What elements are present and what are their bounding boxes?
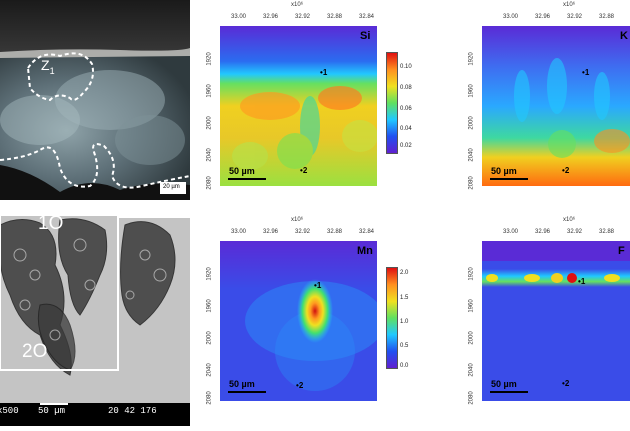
top-exponent: x10⁶	[291, 2, 304, 8]
scale-bar	[228, 391, 266, 393]
element-label: Si	[360, 30, 371, 42]
scale-label: 50 µm	[229, 379, 255, 389]
y-tick: 2040	[206, 148, 213, 162]
element-label: K	[620, 30, 628, 42]
scale-bar	[490, 178, 528, 180]
x-tick: 32.84	[359, 14, 375, 20]
colorbar-label: 0.06	[400, 106, 412, 112]
y-tick: 2040	[468, 148, 475, 162]
y-tick: 1920	[468, 267, 475, 281]
point-1: •1	[578, 277, 586, 286]
point-1: •1	[320, 68, 328, 77]
map-k: x10⁶ 33.00 32.96 32.92 32.88 K •1 •2 50 …	[458, 0, 630, 200]
point-2: •2	[562, 379, 570, 388]
y-tick: 2000	[206, 331, 213, 345]
sem-image-panel: 1O 2O x500 50 µm 20 42 176	[0, 213, 190, 426]
si-heatmap	[220, 26, 377, 186]
x-tick: 33.00	[503, 229, 519, 235]
y-tick: 1960	[468, 84, 475, 98]
x-tick: 33.00	[231, 229, 247, 235]
colorbar-label: 1.0	[400, 319, 409, 325]
scale-bar	[490, 391, 528, 393]
y-tick: 1920	[468, 52, 475, 66]
y-tick: 1960	[468, 299, 475, 313]
x-tick: 32.96	[263, 14, 279, 20]
sem-area1-label: 1O	[38, 213, 64, 234]
y-tick: 2080	[468, 176, 475, 190]
y-tick: 1920	[206, 267, 213, 281]
sem-image	[0, 214, 190, 426]
colorbar-label: 1.5	[400, 295, 409, 301]
map-f: x10⁶ 33.00 32.96 32.92 32.88 F •1 •2 50 …	[458, 215, 630, 426]
x-tick: 32.92	[567, 14, 583, 20]
y-tick: 2000	[468, 331, 475, 345]
scale-label: 50 µm	[491, 166, 517, 176]
scale-label: 50 µm	[491, 379, 517, 389]
element-label: F	[618, 245, 625, 257]
y-tick: 2080	[206, 176, 213, 190]
colorbar-label: 0.08	[400, 85, 412, 91]
scale-label: 50 µm	[229, 166, 255, 176]
colorbar-label: 0.0	[400, 363, 409, 369]
f-heatmap	[482, 241, 630, 401]
element-label: Mn	[357, 245, 373, 257]
x-tick: 32.96	[535, 229, 551, 235]
point-1: •1	[582, 68, 590, 77]
y-tick: 2000	[468, 116, 475, 130]
sem-info-code: 20 42 176	[108, 406, 157, 416]
sem-info-mag: x500	[0, 406, 19, 416]
y-tick: 2040	[468, 363, 475, 377]
colorbar-label: 2.0	[400, 270, 409, 276]
optical-scale-text: 20 µm	[163, 184, 180, 190]
y-tick: 2040	[206, 363, 213, 377]
optical-micrograph: Z1 20 µm	[0, 0, 191, 200]
x-tick: 32.96	[535, 14, 551, 20]
y-tick: 1920	[206, 52, 213, 66]
x-tick: 32.92	[567, 229, 583, 235]
y-tick: 2000	[206, 116, 213, 130]
top-exponent: x10⁶	[563, 2, 576, 8]
optical-image	[0, 0, 191, 200]
mn-heatmap	[220, 241, 377, 401]
sem-info-scale: 50 µm	[38, 406, 66, 416]
colorbar-label: 0.5	[400, 343, 409, 349]
colorbar-label: 0.10	[400, 64, 412, 70]
zone-label: Z1	[41, 57, 55, 76]
colorbar	[386, 267, 398, 369]
x-tick: 33.00	[231, 14, 247, 20]
x-tick: 32.88	[327, 14, 343, 20]
y-tick: 1960	[206, 299, 213, 313]
scale-bar	[228, 178, 266, 180]
map-mn: x10⁶ 33.00 32.96 32.92 32.88 32.84 Mn •1…	[196, 215, 410, 426]
colorbar-label: 0.02	[400, 143, 412, 149]
point-2: •2	[562, 166, 570, 175]
point-1: •1	[314, 281, 322, 290]
sem-area2-label: 2O	[22, 341, 48, 362]
x-tick: 32.92	[295, 14, 311, 20]
y-tick: 2080	[468, 391, 475, 405]
top-exponent: x10⁶	[291, 217, 304, 223]
top-exponent: x10⁶	[563, 217, 576, 223]
y-tick: 2080	[206, 391, 213, 405]
x-tick: 32.92	[295, 229, 311, 235]
point-2: •2	[300, 166, 308, 175]
x-tick: 32.96	[263, 229, 279, 235]
colorbar-label: 0.04	[400, 126, 412, 132]
colorbar	[386, 52, 398, 154]
x-tick: 32.88	[599, 229, 615, 235]
x-tick: 33.00	[503, 14, 519, 20]
k-heatmap	[482, 26, 630, 186]
y-tick: 1960	[206, 84, 213, 98]
point-2: •2	[296, 381, 304, 390]
x-tick: 32.88	[327, 229, 343, 235]
x-tick: 32.84	[359, 229, 375, 235]
x-tick: 32.88	[599, 14, 615, 20]
map-si: x10⁶ 33.00 32.96 32.92 32.88 32.84 Si	[196, 0, 412, 200]
